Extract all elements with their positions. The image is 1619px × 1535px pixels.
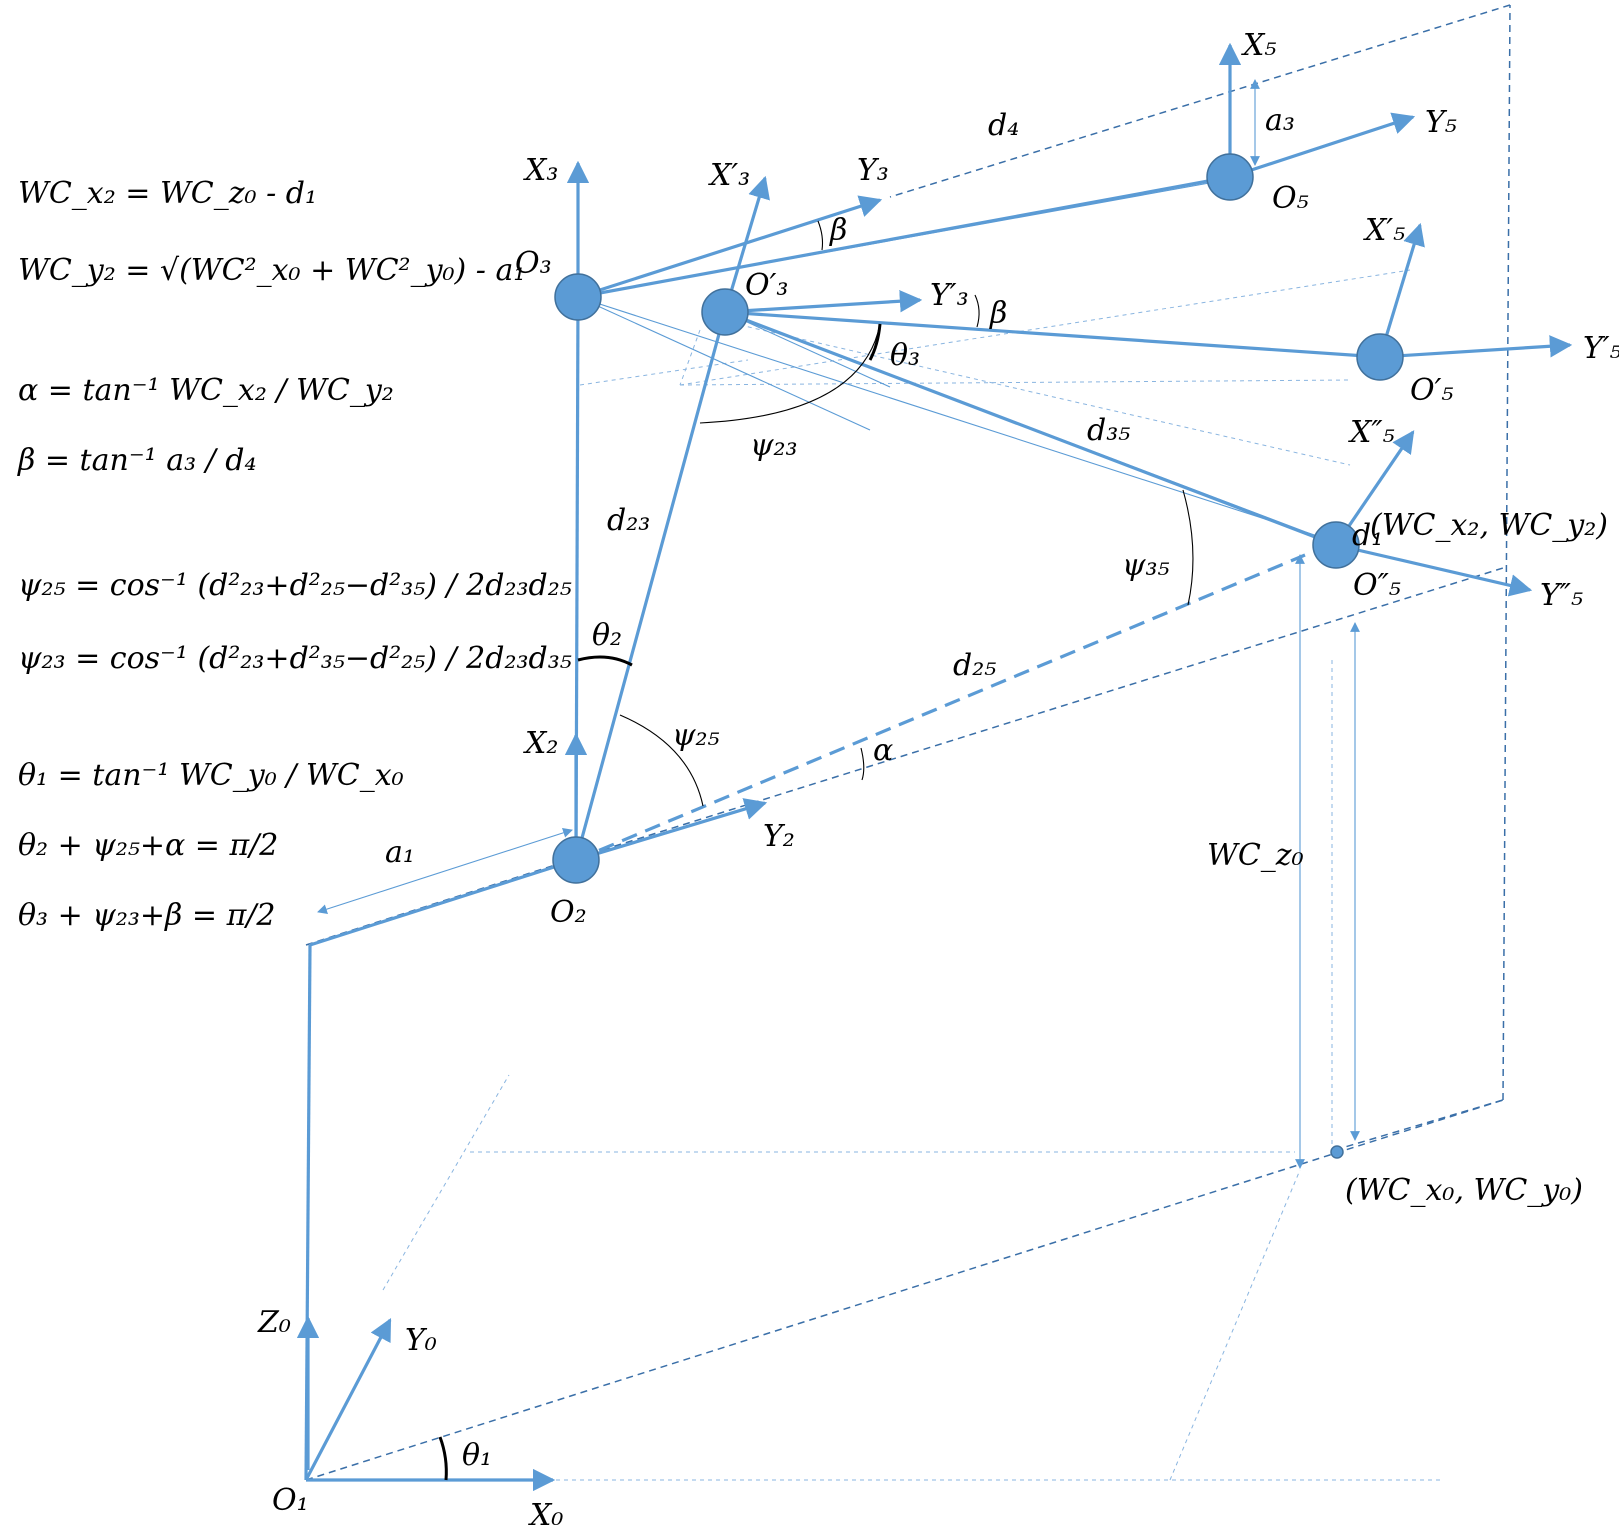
label-beta1: β	[829, 213, 847, 248]
label-x2: X₂	[523, 726, 558, 761]
label-x5p: X′₅	[1363, 213, 1405, 248]
label-z0: Z₀	[257, 1305, 291, 1340]
label-y5: Y₅	[1425, 105, 1457, 140]
equation-beta: β = tan⁻¹ a₃ / d₄	[17, 443, 257, 478]
label-beta2: β	[989, 296, 1007, 331]
label-y3p: Y′₃	[930, 278, 969, 313]
joint-o5	[1206, 153, 1254, 201]
y5-axis	[1229, 112, 1416, 179]
label-o5pp: O″₅	[1353, 568, 1401, 603]
label-o5: O₅	[1272, 181, 1309, 216]
label-y2: Y₂	[763, 819, 795, 854]
d35-ref-line	[577, 296, 1331, 541]
label-x0: X₀	[528, 1498, 563, 1533]
equation-theta3-sum: θ₃ + ψ₂₃+β = π/2	[18, 898, 275, 933]
psi35-arc	[1182, 489, 1194, 606]
label-y5pp: Y″₅	[1540, 578, 1583, 613]
psi25-arc	[619, 714, 704, 807]
beta1-arc	[817, 220, 824, 251]
link-o3p-o5p	[724, 310, 1381, 359]
equations: WC_x₂ = WC_z₀ - d₁ WC_y₂ = √(WC²_x₀ + WC…	[17, 176, 572, 933]
arm-links	[304, 175, 1381, 1481]
label-psi23: ψ₂₃	[750, 428, 798, 463]
label-d1: d₁	[1352, 518, 1383, 553]
label-wcz0: WC_z₀	[1207, 838, 1304, 873]
equation-wcx2: WC_x₂ = WC_z₀ - d₁	[18, 176, 317, 211]
label-y0: Y₀	[405, 1323, 437, 1358]
label-o1: O₁	[272, 1483, 309, 1518]
label-y3: Y₃	[857, 153, 889, 188]
link-a1	[309, 858, 577, 947]
label-x5pp: X″₅	[1348, 415, 1395, 450]
equation-theta1: θ₁ = tan⁻¹ WC_y₀ / WC_x₀	[18, 758, 404, 793]
a1-dimension	[317, 828, 573, 914]
joints	[552, 153, 1404, 1159]
label-a1: a₁	[385, 835, 415, 870]
thin-links	[577, 179, 1341, 546]
y0-axis	[304, 1318, 392, 1481]
y5pp-axis	[1335, 543, 1533, 597]
joint-o5p	[1356, 333, 1404, 381]
label-theta1: θ₁	[462, 1438, 492, 1473]
alpha-arc	[860, 747, 865, 781]
joint-o3	[554, 273, 602, 321]
dimension-arrows	[317, 79, 1360, 1169]
point-wc0	[1330, 1145, 1344, 1159]
equation-theta2-sum: θ₂ + ψ₂₅+α = π/2	[18, 828, 278, 863]
y3-axis	[577, 195, 883, 299]
y2-axis	[575, 798, 768, 862]
label-theta2: θ₂	[592, 618, 622, 653]
link-d35	[724, 310, 1337, 547]
label-o3p: O′₃	[745, 268, 788, 303]
label-psi35: ψ₃₅	[1122, 548, 1170, 583]
label-theta3: θ₃	[890, 338, 920, 373]
equation-psi23: ψ₂₃ = cos⁻¹ (d²₂₃+d²₃₅−d²₂₅) / 2d₂₃d₃₅	[18, 641, 572, 676]
label-o5p: O′₅	[1410, 373, 1453, 408]
label-d23: d₂₃	[607, 503, 650, 538]
label-psi25: ψ₂₅	[672, 718, 720, 753]
equation-alpha: α = tan⁻¹ WC_x₂ / WC_y₂	[18, 373, 394, 408]
label-a3: a₃	[1265, 103, 1295, 138]
angle-arcs	[438, 220, 1194, 1481]
label-wc2: (WC_x₂, WC_y₂)	[1370, 508, 1608, 543]
psi23-arc	[699, 323, 881, 424]
label-x3: X₃	[523, 153, 558, 188]
equation-wcy2: WC_y₂ = √(WC²_x₀ + WC²_y₀) - a₁	[18, 253, 525, 288]
label-x3p: X′₃	[708, 158, 750, 193]
theta1-arc	[438, 1436, 448, 1481]
equation-psi25: ψ₂₅ = cos⁻¹ (d²₂₃+d²₂₅−d²₃₅) / 2d₂₃d₂₅	[18, 568, 572, 603]
plane-lines	[305, 4, 1511, 1481]
link-d25	[575, 553, 1306, 862]
beta2-arc	[974, 294, 980, 328]
construction-lines	[382, 269, 1440, 1481]
link-o3-o5	[577, 175, 1231, 299]
joint-o3p	[701, 288, 749, 336]
label-y5p: Y′₅	[1583, 331, 1619, 366]
label-o3: O₃	[515, 246, 552, 281]
theta2-arc	[577, 655, 633, 667]
label-o2: O₂	[550, 895, 587, 930]
label-d4: d₄	[988, 108, 1019, 143]
y5p-axis	[1379, 335, 1573, 359]
joint-o5pp	[1312, 521, 1360, 569]
joint-o2	[552, 836, 600, 884]
label-alpha: α	[873, 733, 893, 768]
label-d25: d₂₅	[953, 648, 996, 683]
label-d35: d₃₅	[1087, 413, 1130, 448]
label-wc0: (WC_x₀, WC_y₀)	[1345, 1173, 1583, 1208]
label-x5: X₅	[1241, 28, 1276, 63]
y3p-axis	[724, 290, 923, 314]
link-d23	[574, 311, 727, 861]
labels: X₀ Y₀ Z₀ O₁ θ₁ a₁ O₂ X₂ Y₂ O₃ X₃ Y₃ O′₃ …	[257, 28, 1619, 1533]
